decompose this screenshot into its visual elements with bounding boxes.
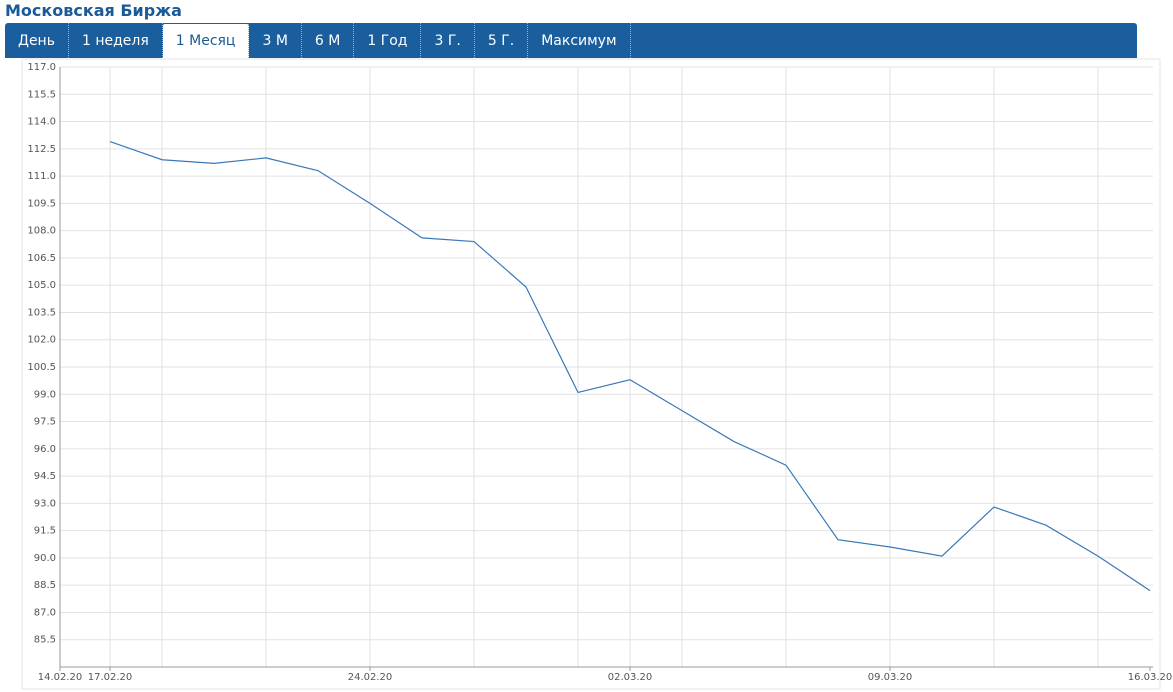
y-tick-label: 93.0 xyxy=(34,498,56,509)
chart: 117.0 115.5 114.0 112.5 111.0 109.5 108.0 106.5… xyxy=(21,58,1173,690)
y-tick-label: 105.0 xyxy=(27,280,56,291)
period-tab[interactable]: 3 М xyxy=(249,23,302,58)
period-tab[interactable]: День xyxy=(5,23,69,58)
period-tab[interactable]: 3 Г. xyxy=(421,23,475,58)
y-tick-label: 111.0 xyxy=(27,171,56,182)
period-tab[interactable]: 1 неделя xyxy=(69,23,163,58)
period-tab[interactable]: 1 Год xyxy=(354,23,422,58)
y-tick-label: 85.5 xyxy=(34,635,56,646)
x-tick-label: 09.03.20 xyxy=(868,672,913,683)
title: Московская Биржа xyxy=(5,1,182,20)
y-tick-label: 108.0 xyxy=(27,226,56,237)
x-tick-label: 14.02.20 xyxy=(38,672,83,683)
price-line xyxy=(109,140,1151,592)
y-tick-label: 97.5 xyxy=(34,417,56,428)
y-tick-label: 102.0 xyxy=(27,335,56,346)
x-tick-label: 02.03.20 xyxy=(608,672,653,683)
y-tick-label: 87.0 xyxy=(34,607,56,618)
x-tick-label: 17.02.20 xyxy=(88,672,133,683)
y-tick-label: 88.5 xyxy=(34,580,56,591)
period-tab[interactable]: Максимум xyxy=(528,23,631,58)
y-tick-label: 103.5 xyxy=(27,307,56,318)
period-tab[interactable]: 1 Месяц xyxy=(162,24,250,58)
period-tab[interactable]: 6 М xyxy=(302,23,355,58)
y-tick-label: 106.5 xyxy=(27,253,56,264)
y-tick-label: 99.0 xyxy=(34,389,56,400)
y-tick-label: 90.0 xyxy=(34,553,56,564)
y-tick-label: 109.5 xyxy=(27,198,56,209)
y-tick-label: 114.0 xyxy=(27,117,56,128)
y-tick-label: 117.0 xyxy=(27,62,56,73)
period-tab[interactable]: 5 Г. xyxy=(475,23,529,58)
chart-frame xyxy=(21,58,1161,690)
y-tick-label: 115.5 xyxy=(27,89,56,100)
x-tick-label: 16.03.20 xyxy=(1128,672,1173,683)
y-tick-label: 96.0 xyxy=(34,444,56,455)
y-tick-label: 112.5 xyxy=(27,144,56,155)
y-tick-label: 94.5 xyxy=(34,471,56,482)
y-tick-label: 91.5 xyxy=(34,526,56,537)
y-tick-label: 100.5 xyxy=(27,362,56,373)
x-tick-label: 24.02.20 xyxy=(348,672,393,683)
